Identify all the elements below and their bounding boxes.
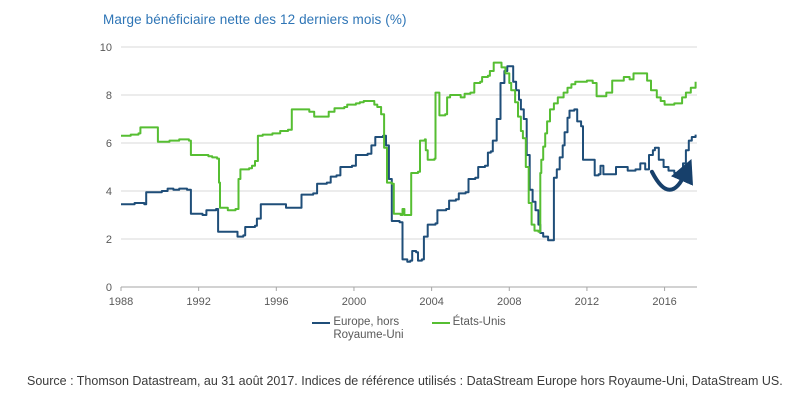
line-chart: 0 2 4 6 8 10 1988 1992 1996 2000 2004 2008 2012 2016: [100, 42, 697, 308]
y-tick-label: 0: [106, 282, 112, 294]
x-tick-label: 1988: [109, 296, 133, 308]
x-tick-label: 2012: [575, 296, 599, 308]
x-tick-label: 2016: [652, 296, 676, 308]
y-tick-label: 2: [106, 234, 112, 246]
y-tick-label: 10: [100, 42, 112, 54]
chart-title: Marge bénéficiaire nette des 12 derniers…: [103, 12, 407, 27]
x-tick-label: 1996: [264, 296, 288, 308]
legend-item-us: États-Unis: [431, 316, 506, 342]
legend-label-europe: Europe, hors Royaume-Uni: [333, 316, 403, 342]
x-tick-label: 1992: [186, 296, 210, 308]
source-text: Source : Thomson Datastream, au 31 août …: [27, 374, 783, 388]
annotation-layer: [649, 158, 693, 192]
legend-swatch-us: [431, 322, 450, 324]
legend-label-europe-line2: Royaume-Uni: [333, 329, 404, 341]
x-tick-label: 2004: [419, 296, 443, 308]
series-layer: [121, 61, 697, 263]
legend-label-europe-line1: Europe, hors: [333, 316, 400, 328]
grid-layer: [120, 46, 697, 291]
legend-label-us: États-Unis: [452, 316, 506, 328]
chart-legend: Europe, hors Royaume-Uni États-Unis: [121, 316, 697, 342]
y-tick-label: 8: [106, 90, 112, 102]
series-line-us: [121, 61, 697, 233]
legend-swatch-europe: [312, 322, 331, 324]
x-tick-label: 2008: [497, 296, 521, 308]
axis-label-layer: 0 2 4 6 8 10 1988 1992 1996 2000 2004 2008 2012 2016: [100, 42, 677, 308]
y-tick-label: 4: [106, 186, 112, 198]
y-tick-label: 6: [106, 138, 112, 150]
x-tick-label: 2000: [342, 296, 366, 308]
annotation-arrow: [649, 158, 693, 192]
legend-item-europe: Europe, hors Royaume-Uni: [312, 316, 404, 342]
series-line-europe: [121, 65, 697, 263]
